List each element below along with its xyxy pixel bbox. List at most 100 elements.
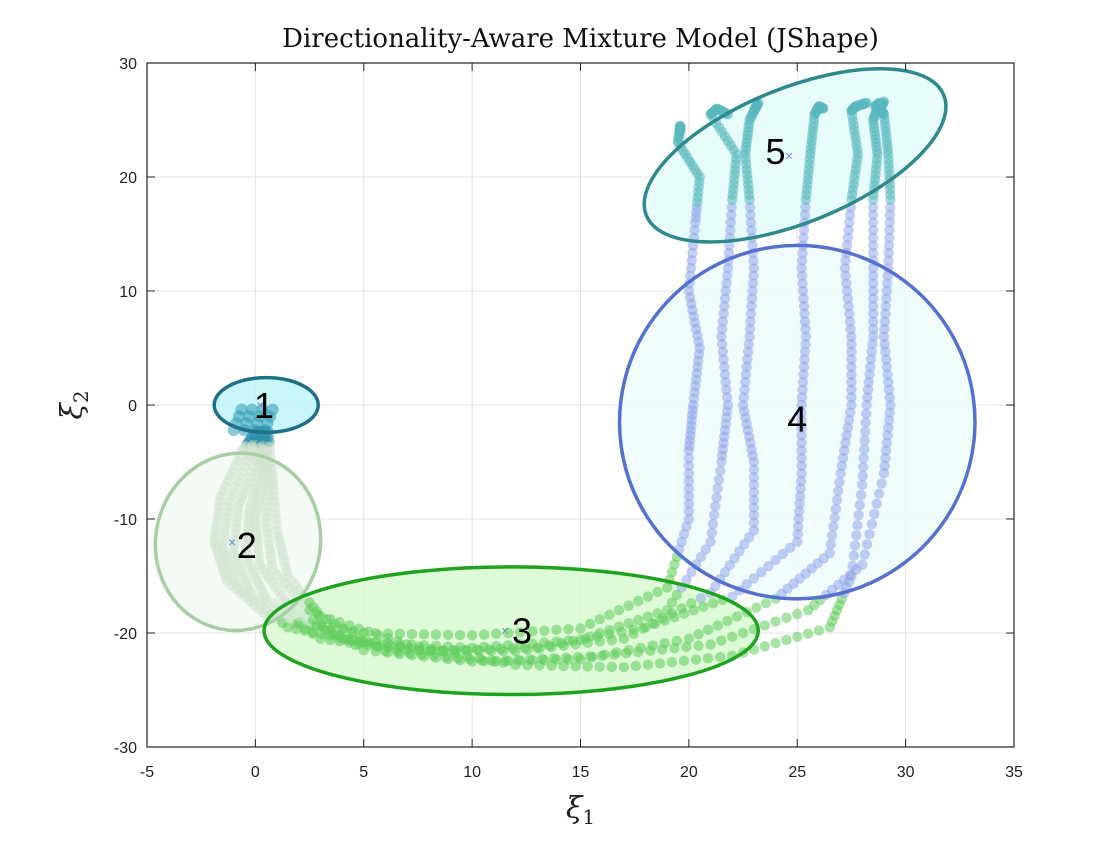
x-tick-label: 15 <box>572 764 590 781</box>
trajectory-point <box>551 624 562 636</box>
trajectory-point <box>825 539 837 550</box>
trajectory-point <box>748 472 760 483</box>
trajectory-point <box>830 503 841 515</box>
data-points <box>208 96 896 673</box>
trajectory-point <box>748 517 760 528</box>
trajectory-point <box>867 331 879 342</box>
trajectory-point <box>867 278 879 289</box>
trajectory-point <box>725 217 736 228</box>
trajectory-point <box>792 529 803 540</box>
trajectory-point <box>671 589 683 601</box>
trajectory-point <box>846 392 857 403</box>
trajectory-point <box>846 570 857 582</box>
x-tick-label: -5 <box>140 764 154 781</box>
trajectory-point <box>630 660 642 672</box>
trajectory-point <box>852 520 863 531</box>
trajectory-point <box>844 308 855 319</box>
trajectory-point <box>669 643 680 654</box>
trajectory-point <box>763 560 774 572</box>
trajectory-point <box>871 498 882 509</box>
ellipse-edge-1 <box>212 375 320 435</box>
trajectory-point <box>869 508 880 520</box>
trajectory-point <box>843 301 854 312</box>
trajectory-point <box>854 499 866 511</box>
trajectory-point <box>796 460 807 471</box>
trajectory-point <box>797 285 809 297</box>
trajectory-point <box>796 422 807 433</box>
trajectory-point <box>859 435 870 446</box>
trajectory-point <box>718 308 729 319</box>
trajectory-point <box>324 613 336 625</box>
trajectory-point <box>640 622 651 633</box>
trajectory-point <box>621 648 632 659</box>
trajectory-point <box>712 483 723 494</box>
trajectory-point <box>683 460 695 471</box>
trajectory-point <box>853 510 864 521</box>
trajectory-point <box>702 653 714 664</box>
trajectory-point <box>796 399 807 411</box>
trajectory-point <box>798 361 810 373</box>
trajectory-point <box>824 548 835 559</box>
trajectory-point <box>654 658 666 669</box>
trajectory-point <box>866 346 877 357</box>
trajectory-point <box>718 354 729 365</box>
x-tick-label: 20 <box>680 764 698 781</box>
trajectory-point <box>828 521 839 532</box>
trajectory-point <box>745 217 757 228</box>
trajectory-point <box>882 430 893 441</box>
trajectory-point <box>884 407 895 418</box>
trajectory-point <box>740 369 752 380</box>
trajectory-point <box>846 361 857 373</box>
trajectory-point <box>245 587 257 599</box>
trajectory-point <box>846 331 857 342</box>
trajectory-point <box>878 468 890 479</box>
trajectory-point <box>748 105 760 117</box>
trajectory-point <box>884 209 896 221</box>
trajectory-point <box>860 417 871 428</box>
trajectory-point <box>818 103 829 114</box>
y-axis-label-subscript: 2 <box>69 390 93 403</box>
y-tick-label: -20 <box>114 626 137 643</box>
trajectory-point <box>413 641 425 652</box>
trajectory-point <box>885 202 896 213</box>
trajectory-point <box>681 574 692 585</box>
trajectory-point <box>580 633 591 644</box>
trajectory-point <box>867 202 879 213</box>
trajectory-point <box>358 644 369 656</box>
trajectory-point <box>741 579 752 590</box>
trajectory-point <box>841 278 852 289</box>
trajectory-point <box>840 270 851 281</box>
chart-title: Directionality-Aware Mixture Model (JSha… <box>282 24 879 54</box>
trajectory-point <box>683 498 695 509</box>
trajectory-point <box>796 437 807 449</box>
x-tick-label: 0 <box>251 764 260 781</box>
trajectory-point <box>354 632 366 643</box>
trajectory-point <box>748 525 760 536</box>
trajectory-point <box>556 638 567 649</box>
cluster-label-1: 1 <box>254 385 274 426</box>
trajectory-point <box>594 614 605 625</box>
trajectory-point <box>716 323 728 335</box>
trajectory-point <box>675 126 686 137</box>
trajectory-point <box>350 639 361 651</box>
trajectory-point <box>846 339 857 350</box>
trajectory-point <box>847 560 858 572</box>
trajectory-point <box>726 202 737 213</box>
trajectory-point <box>784 542 796 554</box>
trajectory-point <box>867 225 879 236</box>
trajectory-point <box>707 518 719 530</box>
trajectory-point <box>570 660 581 672</box>
trajectory-point <box>739 384 750 395</box>
trajectory-point <box>742 346 754 357</box>
trajectory-point <box>798 301 810 312</box>
trajectory-point <box>800 202 811 213</box>
trajectory-point <box>792 631 803 642</box>
trajectory-point <box>883 247 894 259</box>
trajectory-point <box>751 602 762 613</box>
trajectory-point <box>796 445 807 456</box>
trajectory-point <box>800 331 812 342</box>
trajectory-point <box>867 301 879 312</box>
trajectory-point <box>606 661 618 673</box>
trajectory-point <box>747 285 758 297</box>
trajectory-point <box>515 627 526 638</box>
